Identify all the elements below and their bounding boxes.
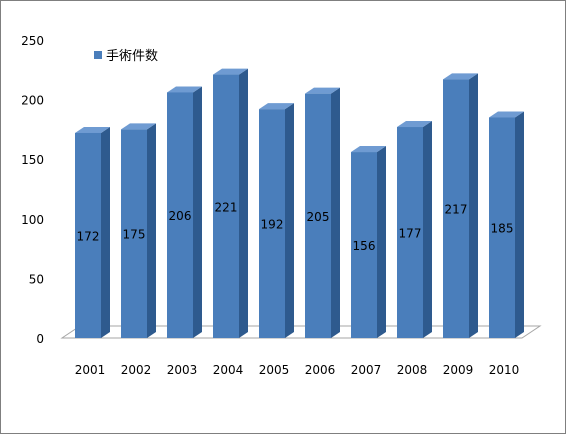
bar-front: [397, 127, 423, 339]
bar-side: [469, 73, 478, 338]
x-tick-label: 2003: [167, 363, 198, 377]
y-tick-label: 200: [21, 94, 44, 108]
bar-2006: 205: [305, 87, 340, 338]
bar-value-label: 177: [399, 227, 422, 241]
legend-label: 手術件数: [106, 49, 158, 64]
bar-side: [515, 111, 524, 338]
bar-side: [101, 126, 110, 338]
bar-front: [305, 93, 331, 338]
x-tick-label: 2002: [121, 363, 152, 377]
x-tick-label: 2004: [213, 363, 244, 377]
bar-side: [239, 68, 248, 339]
bar-2002: 175: [121, 123, 156, 339]
bar-front: [213, 74, 239, 339]
bar-value-label: 205: [307, 210, 330, 224]
bar-top: [121, 123, 156, 130]
bar-2008: 177: [397, 121, 432, 339]
bar-side: [331, 87, 340, 338]
x-tick-label: 2009: [443, 363, 474, 377]
bar-side: [193, 86, 202, 338]
bar-top: [443, 73, 478, 80]
bar-top: [75, 126, 110, 133]
bar-top: [259, 103, 294, 110]
bar-top: [351, 146, 386, 153]
bar-value-label: 175: [123, 228, 146, 242]
bar-front: [75, 132, 101, 338]
bar-front: [121, 129, 147, 338]
bar-side: [147, 123, 156, 339]
y-axis: 0 50 100 150 200 250: [21, 34, 44, 346]
bar-front: [443, 79, 469, 338]
bar-2001: 172: [75, 126, 110, 338]
bar-value-label: 217: [445, 203, 468, 217]
legend-swatch: [94, 51, 102, 59]
legend: 手術件数: [94, 49, 158, 64]
bars-layer: 172 175 206 221 192 205 156 177 217 185: [75, 68, 524, 339]
x-tick-label: 2007: [351, 363, 382, 377]
y-tick-label: 50: [29, 272, 44, 286]
bar-2009: 217: [443, 73, 478, 338]
bar-value-label: 206: [169, 209, 192, 223]
bar-value-label: 172: [77, 229, 100, 243]
bar-front: [167, 92, 193, 338]
x-tick-label: 2001: [75, 363, 106, 377]
bar-side: [377, 146, 386, 338]
bar-front: [351, 152, 377, 338]
bar-value-label: 156: [353, 239, 376, 253]
bar-top: [167, 86, 202, 93]
x-tick-label: 2005: [259, 363, 290, 377]
bar-2007: 156: [351, 146, 386, 338]
bar-2010: 185: [489, 111, 524, 338]
y-tick-label: 250: [21, 34, 44, 48]
x-tick-label: 2008: [397, 363, 428, 377]
bar-top: [397, 121, 432, 128]
bar-value-label: 192: [261, 218, 284, 232]
bar-front: [259, 109, 285, 338]
bar-top: [213, 68, 248, 75]
bar-side: [285, 103, 294, 338]
bar-value-label: 221: [215, 200, 238, 214]
bar-top: [489, 111, 524, 118]
bar-2003: 206: [167, 86, 202, 338]
bar-2004: 221: [213, 68, 248, 339]
x-tick-label: 2010: [489, 363, 520, 377]
bar-top: [305, 87, 340, 94]
bar-value-label: 185: [491, 222, 514, 236]
y-tick-label: 150: [21, 153, 44, 167]
bar-side: [423, 121, 432, 339]
bar-2005: 192: [259, 103, 294, 338]
x-axis: 2001 2002 2003 2004 2005 2006 2007 2008 2009 2010: [75, 363, 520, 377]
y-tick-label: 100: [21, 213, 44, 227]
x-tick-label: 2006: [305, 363, 336, 377]
y-tick-label: 0: [36, 332, 44, 346]
bar-front: [489, 117, 515, 338]
